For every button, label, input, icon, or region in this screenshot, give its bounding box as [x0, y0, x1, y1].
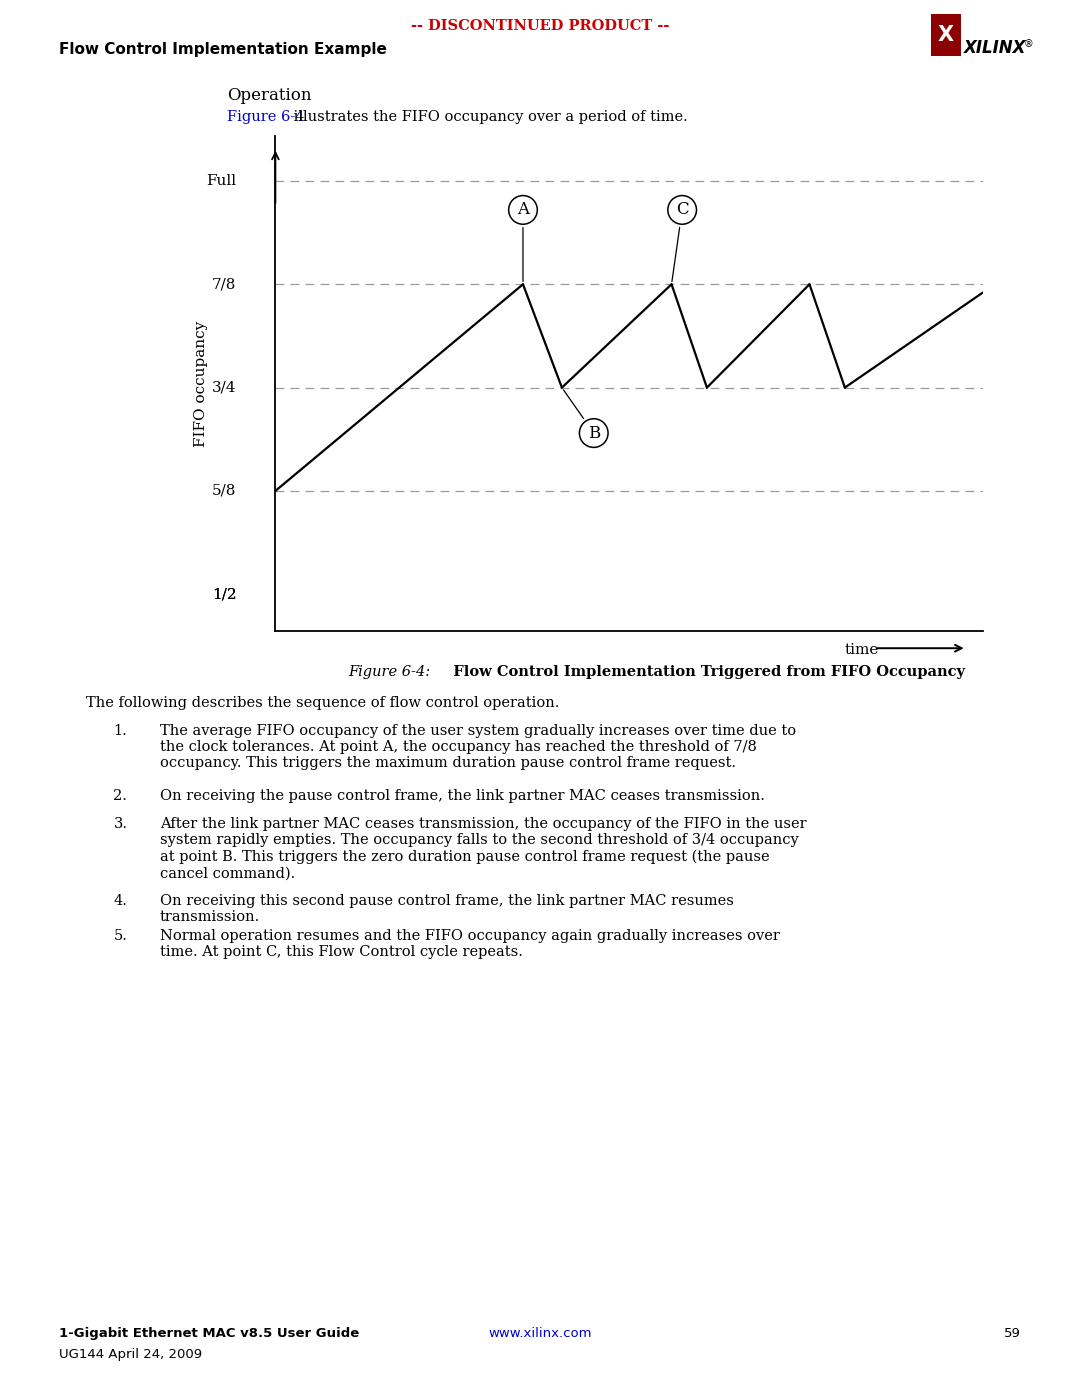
- Text: 2.: 2.: [113, 789, 127, 803]
- Text: 7/8: 7/8: [212, 277, 237, 292]
- Text: B: B: [564, 390, 599, 441]
- Text: time: time: [845, 643, 879, 657]
- Text: www.xilinx.com: www.xilinx.com: [488, 1327, 592, 1340]
- Text: The average FIFO occupancy of the user system gradually increases over time due : The average FIFO occupancy of the user s…: [160, 724, 796, 770]
- Text: Figure 6-4: Figure 6-4: [227, 110, 305, 124]
- Text: 3/4: 3/4: [212, 380, 237, 394]
- Text: Full: Full: [206, 175, 237, 189]
- Text: After the link partner MAC ceases transmission, the occupancy of the FIFO in the: After the link partner MAC ceases transm…: [160, 817, 807, 880]
- Text: On receiving the pause control frame, the link partner MAC ceases transmission.: On receiving the pause control frame, th…: [160, 789, 765, 803]
- Text: C: C: [672, 201, 688, 282]
- Text: ®: ®: [1024, 39, 1034, 49]
- Text: 59: 59: [1003, 1327, 1021, 1340]
- Text: 5/8: 5/8: [212, 483, 237, 497]
- FancyBboxPatch shape: [931, 14, 961, 56]
- Text: 1/2: 1/2: [212, 587, 237, 601]
- Text: 5.: 5.: [113, 929, 127, 943]
- Text: 3.: 3.: [113, 817, 127, 831]
- Text: Operation: Operation: [227, 87, 311, 103]
- Text: Figure 6-4:: Figure 6-4:: [348, 665, 430, 679]
- Text: Flow Control Implementation Example: Flow Control Implementation Example: [59, 42, 388, 57]
- Text: -- DISCONTINUED PRODUCT --: -- DISCONTINUED PRODUCT --: [410, 20, 670, 34]
- Text: Normal operation resumes and the FIFO occupancy again gradually increases over
t: Normal operation resumes and the FIFO oc…: [160, 929, 780, 960]
- Text: 1/2: 1/2: [212, 587, 237, 601]
- Text: 1.: 1.: [113, 724, 127, 738]
- Text: 4.: 4.: [113, 894, 127, 908]
- Text: A: A: [517, 201, 529, 282]
- Text: X: X: [939, 25, 954, 45]
- Text: 1-Gigabit Ethernet MAC v8.5 User Guide: 1-Gigabit Ethernet MAC v8.5 User Guide: [59, 1327, 360, 1340]
- Text: illustrates the FIFO occupancy over a period of time.: illustrates the FIFO occupancy over a pe…: [289, 110, 688, 124]
- Text: Flow Control Implementation Triggered from FIFO Occupancy: Flow Control Implementation Triggered fr…: [438, 665, 966, 679]
- Text: On receiving this second pause control frame, the link partner MAC resumes
trans: On receiving this second pause control f…: [160, 894, 733, 925]
- Text: FIFO occupancy: FIFO occupancy: [194, 320, 208, 447]
- Text: The following describes the sequence of flow control operation.: The following describes the sequence of …: [86, 696, 559, 710]
- Text: XILINX: XILINX: [963, 39, 1026, 57]
- Text: UG144 April 24, 2009: UG144 April 24, 2009: [59, 1348, 203, 1361]
